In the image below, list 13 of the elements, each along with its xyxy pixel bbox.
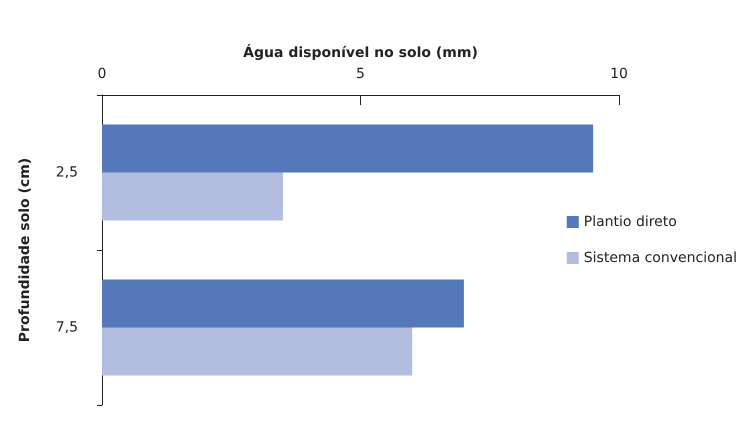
bar	[102, 172, 283, 220]
bar	[102, 124, 594, 172]
bar	[102, 280, 464, 328]
legend-label: Plantio direto	[584, 214, 677, 230]
y-tick-label: 2,5	[56, 164, 78, 180]
y-axis-title: Profundidade solo (cm)	[17, 158, 33, 342]
x-axis-title: Água disponível no solo (mm)	[243, 44, 478, 61]
x-tick-label: 5	[356, 66, 365, 82]
bar	[102, 328, 412, 376]
y-tick-label: 7,5	[56, 320, 78, 336]
legend-label: Sistema convencional	[584, 250, 738, 266]
x-tick-label: 0	[98, 66, 106, 82]
x-tick-label: 10	[610, 66, 628, 82]
